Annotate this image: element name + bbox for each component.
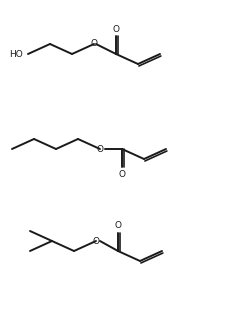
Text: O: O xyxy=(112,24,119,33)
Text: O: O xyxy=(96,145,103,154)
Text: O: O xyxy=(90,39,98,48)
Text: HO: HO xyxy=(9,49,23,58)
Text: O: O xyxy=(92,236,100,245)
Text: O: O xyxy=(118,170,126,179)
Text: O: O xyxy=(114,222,121,231)
